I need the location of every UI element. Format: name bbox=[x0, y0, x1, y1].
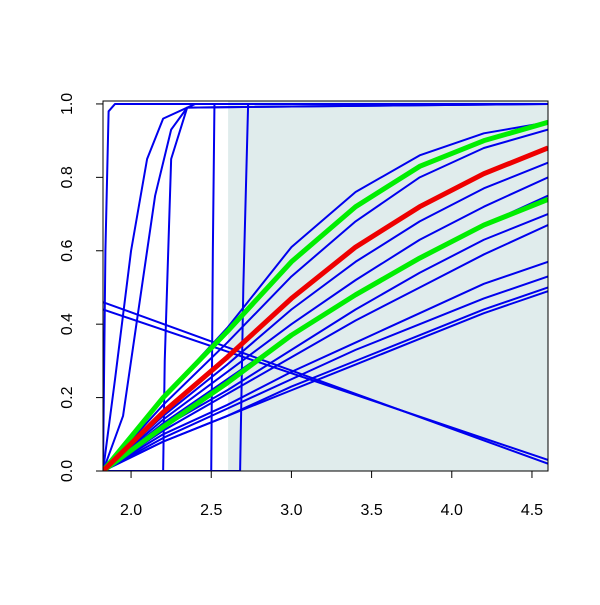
axes-layer: 2.0 2.5 3.0 3.5 4.0 4.5 0.0 0.2 0.4 0.6 0.8 1.0 bbox=[59, 93, 549, 519]
series-line bbox=[103, 260, 548, 471]
y-tick-label: 0.6 bbox=[59, 240, 76, 262]
series-line bbox=[103, 308, 548, 461]
series-line bbox=[103, 197, 548, 471]
lines-layer bbox=[103, 102, 548, 471]
x-tick-label: 4.0 bbox=[441, 502, 463, 519]
series-line bbox=[103, 224, 548, 471]
x-tick-label: 2.5 bbox=[200, 502, 222, 519]
y-tick-label: 0.8 bbox=[59, 166, 76, 188]
series-line bbox=[103, 102, 548, 471]
series-line bbox=[103, 275, 548, 471]
series-line bbox=[103, 301, 548, 465]
x-tick-label: 3.5 bbox=[360, 502, 382, 519]
series-line bbox=[103, 128, 548, 471]
x-tick-label: 4.5 bbox=[521, 502, 543, 519]
series-line bbox=[103, 161, 548, 471]
shaded-region bbox=[228, 101, 548, 471]
plot-frame bbox=[102, 100, 549, 472]
series-line bbox=[103, 176, 548, 471]
shade-layer bbox=[228, 101, 548, 471]
y-tick-label: 0.4 bbox=[59, 313, 76, 335]
y-tick-label: 0.0 bbox=[59, 460, 76, 482]
series-line bbox=[103, 119, 548, 471]
x-tick-label: 2.0 bbox=[120, 502, 142, 519]
y-tick-label: 1.0 bbox=[59, 93, 76, 115]
series-line bbox=[103, 290, 548, 471]
x-tick-label: 3.0 bbox=[280, 502, 302, 519]
series-line bbox=[103, 102, 548, 471]
y-tick-label: 0.2 bbox=[59, 386, 76, 408]
series-line bbox=[103, 145, 548, 471]
